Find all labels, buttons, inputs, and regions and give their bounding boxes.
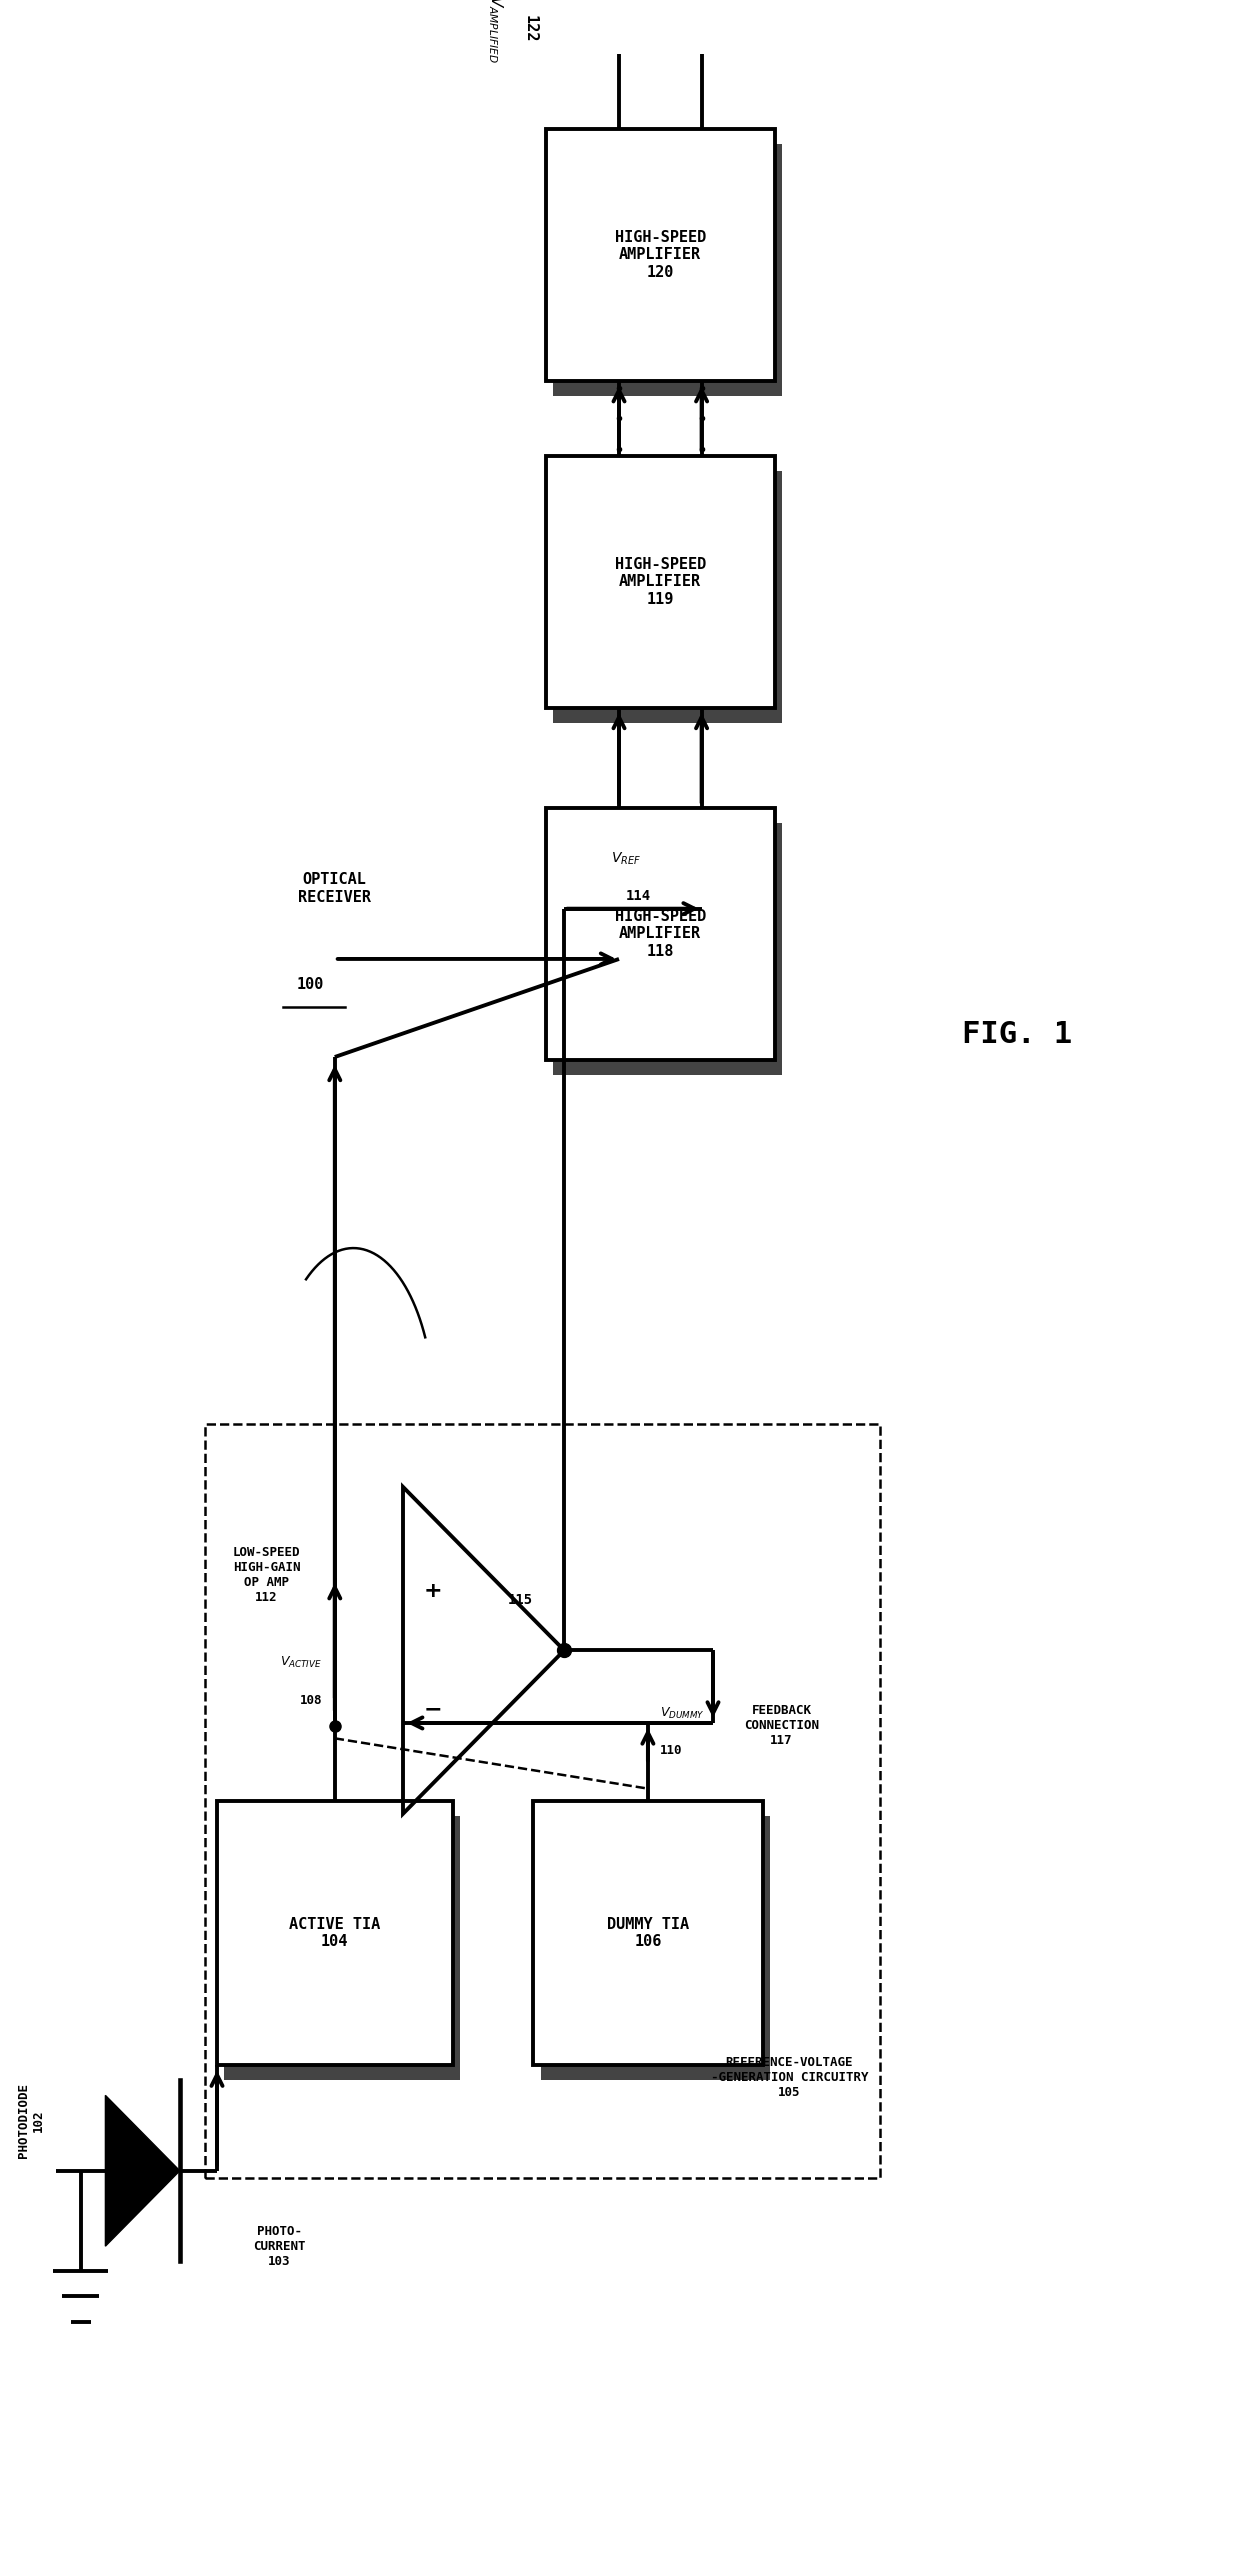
Polygon shape	[105, 2095, 180, 2247]
Text: −: −	[424, 1700, 443, 1721]
Text: $V_{ACTIVE}$: $V_{ACTIVE}$	[280, 1656, 322, 1669]
Bar	[541, 1816, 770, 2080]
Bar	[546, 128, 775, 380]
Bar	[224, 1816, 460, 2080]
Bar	[217, 1800, 453, 2065]
Bar	[546, 809, 775, 1061]
Text: +: +	[424, 1582, 443, 1600]
Text: 108: 108	[300, 1695, 322, 1708]
Text: $V_{AMPLIFIED}$: $V_{AMPLIFIED}$	[486, 0, 505, 62]
Text: PHOTO-
CURRENT
103: PHOTO- CURRENT 103	[253, 2224, 305, 2268]
Text: PHOTODIODE
102: PHOTODIODE 102	[17, 2083, 45, 2157]
Text: 122: 122	[522, 15, 537, 44]
Text: HIGH-SPEED
AMPLIFIER
118: HIGH-SPEED AMPLIFIER 118	[615, 909, 706, 958]
Text: FIG. 1: FIG. 1	[962, 1019, 1071, 1048]
Bar	[546, 457, 775, 709]
Bar	[553, 144, 782, 395]
Text: $V_{REF}$: $V_{REF}$	[611, 850, 641, 865]
Text: $V_{DUMMY}$: $V_{DUMMY}$	[660, 1705, 706, 1721]
Text: FEEDBACK
CONNECTION
117: FEEDBACK CONNECTION 117	[744, 1705, 818, 1746]
Bar	[533, 1800, 763, 2065]
Text: ACTIVE TIA
104: ACTIVE TIA 104	[289, 1916, 381, 1949]
Text: 110: 110	[660, 1744, 683, 1757]
Text: LOW-SPEED
HIGH-GAIN
OP AMP
112: LOW-SPEED HIGH-GAIN OP AMP 112	[233, 1546, 300, 1605]
Text: 114: 114	[626, 889, 651, 904]
Text: HIGH-SPEED
AMPLIFIER
120: HIGH-SPEED AMPLIFIER 120	[615, 231, 706, 280]
Text: HIGH-SPEED
AMPLIFIER
119: HIGH-SPEED AMPLIFIER 119	[615, 557, 706, 606]
Bar	[553, 824, 782, 1073]
Text: DUMMY TIA
106: DUMMY TIA 106	[606, 1916, 689, 1949]
Text: OPTICAL
RECEIVER: OPTICAL RECEIVER	[299, 873, 371, 904]
Bar	[553, 470, 782, 722]
Text: 100: 100	[296, 976, 324, 991]
Text: 115: 115	[508, 1592, 533, 1608]
Text: REFERENCE-VOLTAGE
-GENERATION CIRCUITRY
105: REFERENCE-VOLTAGE -GENERATION CIRCUITRY …	[711, 2057, 868, 2098]
Bar	[205, 1425, 880, 2178]
